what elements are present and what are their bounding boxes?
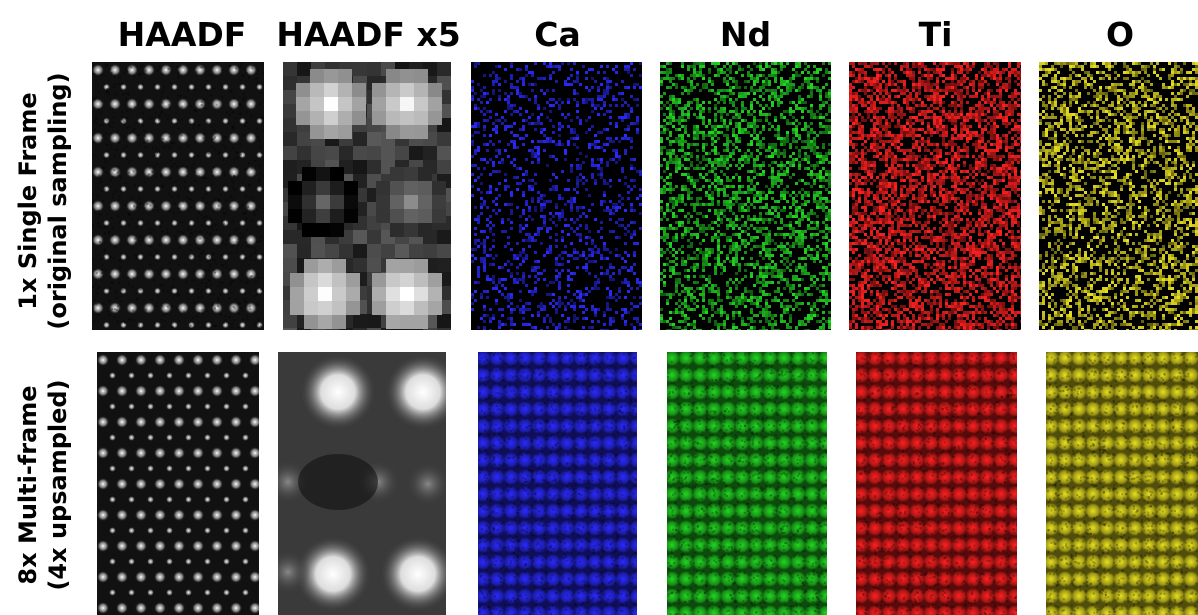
panel-ti-multi-frame bbox=[856, 352, 1017, 615]
panel-ti-single-frame bbox=[849, 62, 1021, 330]
panel-ca-multi-frame bbox=[478, 352, 637, 615]
panel-haadf-single-frame bbox=[92, 62, 264, 330]
column-title-nd: Nd bbox=[719, 14, 772, 54]
row-label-multi-frame: 8x Multi-frame (4x upsampled) bbox=[10, 355, 76, 615]
panel-o-multi-frame bbox=[1046, 352, 1198, 615]
column-title-o: O bbox=[1105, 14, 1135, 54]
column-title-ca: Ca bbox=[534, 14, 581, 54]
panel-haadf-x5-multi-frame bbox=[278, 352, 446, 615]
row-label-single-frame-line2: (original sampling) bbox=[44, 72, 72, 330]
panel-nd-single-frame bbox=[660, 62, 831, 330]
panel-haadf-multi-frame bbox=[97, 352, 259, 615]
panel-o-single-frame bbox=[1039, 62, 1198, 330]
row-label-multi-frame-line1: 8x Multi-frame bbox=[14, 385, 42, 585]
panel-nd-multi-frame bbox=[667, 352, 827, 615]
row-label-single-frame: 1x Single Frame (original sampling) bbox=[10, 71, 76, 331]
column-title-ti: Ti bbox=[918, 14, 953, 54]
panel-ca-single-frame bbox=[471, 62, 642, 330]
column-title-haadf: HAADF bbox=[117, 14, 247, 54]
column-title-haadf-x5: HAADF x5 bbox=[276, 14, 461, 54]
panel-haadf-x5-single-frame bbox=[283, 62, 451, 330]
row-label-single-frame-line1: 1x Single Frame bbox=[14, 92, 42, 310]
row-label-multi-frame-line2: (4x upsampled) bbox=[44, 379, 72, 591]
